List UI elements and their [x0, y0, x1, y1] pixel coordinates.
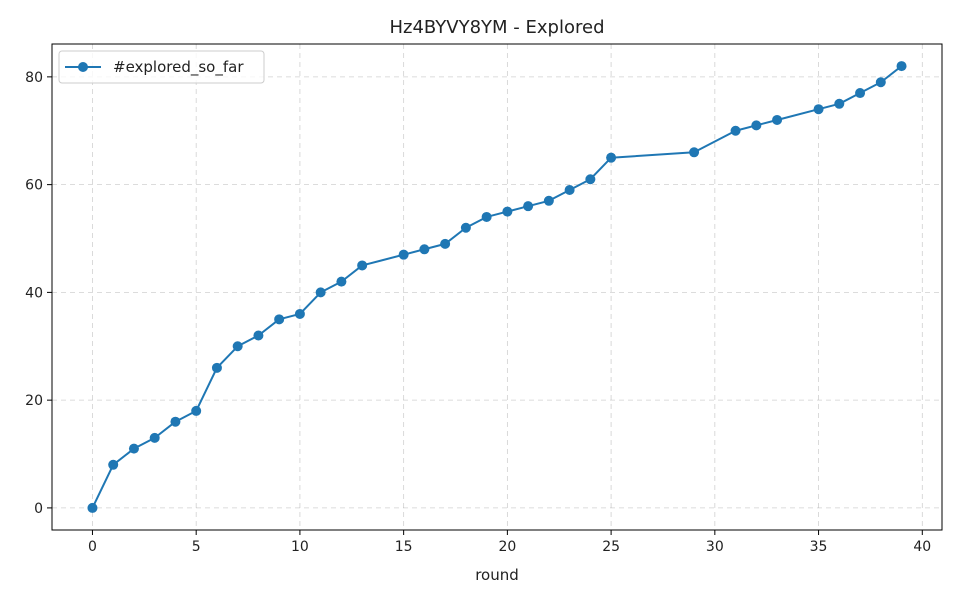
x-tick-label: 40 [913, 539, 931, 555]
data-point [170, 416, 181, 427]
data-point [772, 114, 783, 125]
data-point [585, 174, 596, 185]
data-point [232, 341, 243, 352]
x-tick-label: 0 [88, 539, 97, 555]
x-tick-label: 15 [395, 539, 413, 555]
legend-marker-swatch [78, 62, 88, 72]
y-tick-label: 0 [34, 501, 43, 517]
data-point [606, 152, 617, 163]
y-tick-label: 20 [25, 393, 43, 409]
data-point [149, 432, 160, 443]
data-point [834, 98, 845, 109]
data-point [398, 249, 409, 260]
data-point [502, 206, 513, 217]
data-point [274, 314, 285, 325]
chart-title: Hz4BYVY8YM - Explored [390, 17, 605, 38]
data-point [751, 120, 762, 131]
data-point [855, 88, 866, 99]
x-axis-ticks: 0 5 10 15 20 25 30 35 40 [88, 530, 931, 555]
data-point [294, 308, 305, 319]
y-tick-label: 60 [25, 178, 43, 194]
data-point [543, 195, 554, 206]
legend-box [58, 50, 265, 84]
data-point [128, 443, 139, 454]
data-point [108, 459, 119, 470]
data-point [481, 211, 492, 222]
data-point [336, 276, 347, 287]
y-tick-label: 80 [25, 70, 43, 86]
data-point [523, 201, 534, 212]
x-tick-label: 25 [602, 539, 620, 555]
x-tick-label: 10 [291, 539, 309, 555]
y-axis-ticks: 0 20 40 60 80 [25, 70, 52, 517]
data-point [730, 125, 741, 136]
legend-entry-label: #explored_so_far [113, 58, 244, 77]
data-point [191, 405, 202, 416]
data-point [87, 502, 98, 513]
data-point [253, 330, 264, 341]
data-point [896, 61, 907, 72]
x-tick-label: 5 [192, 539, 201, 555]
y-tick-label: 40 [25, 285, 43, 301]
x-tick-label: 20 [498, 539, 516, 555]
series-line [91, 65, 903, 509]
data-point [357, 260, 368, 271]
data-point [875, 77, 886, 88]
data-point [211, 362, 222, 373]
data-point [440, 238, 451, 249]
data-point [564, 185, 575, 196]
x-axis-label: round [475, 566, 519, 584]
x-tick-label: 30 [706, 539, 724, 555]
data-point [419, 244, 430, 255]
legend: #explored_so_far [58, 50, 265, 84]
data-point [460, 222, 471, 233]
series-layer [87, 61, 907, 513]
data-point [689, 147, 700, 158]
plot-area-frame [51, 43, 943, 531]
data-point [813, 104, 824, 115]
data-point [315, 287, 326, 298]
x-tick-label: 35 [810, 539, 828, 555]
